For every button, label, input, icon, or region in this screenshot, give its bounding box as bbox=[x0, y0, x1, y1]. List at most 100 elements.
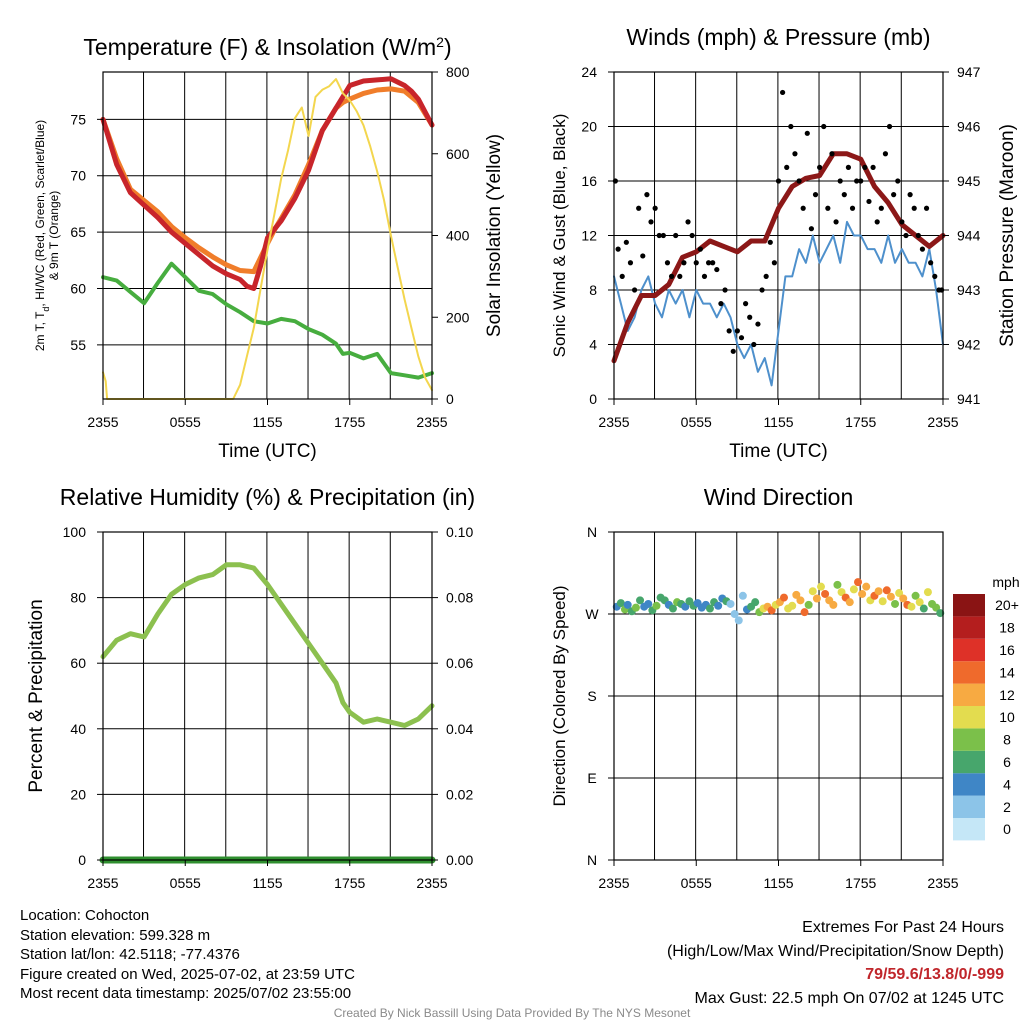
gust-point bbox=[866, 198, 872, 205]
direction-point bbox=[636, 596, 645, 605]
gust-point bbox=[833, 219, 839, 225]
direction-point bbox=[792, 590, 801, 599]
gust-point bbox=[767, 239, 773, 245]
gust-point bbox=[788, 123, 794, 130]
y-tick-label: E bbox=[587, 770, 596, 786]
gust-point bbox=[800, 205, 806, 211]
y2-tick-label: 400 bbox=[446, 228, 470, 244]
gust-point bbox=[673, 232, 679, 239]
direction-point bbox=[714, 601, 723, 610]
gust-point bbox=[722, 287, 728, 293]
legend-swatch bbox=[953, 683, 985, 706]
series-line-1 bbox=[611, 151, 946, 364]
y-tick-label: N bbox=[587, 524, 597, 540]
direction-point bbox=[800, 608, 809, 617]
direction-point bbox=[936, 609, 945, 618]
x-tick-label: 2355 bbox=[598, 414, 629, 430]
gust-point bbox=[623, 239, 629, 245]
gust-point bbox=[784, 164, 790, 170]
legend-swatch bbox=[953, 795, 985, 818]
panel-rh: 2355 0555 1155 1755 23550204060801000.000.02… bbox=[26, 484, 475, 891]
station-elevation: Station elevation: 599.328 m bbox=[20, 926, 211, 944]
direction-point bbox=[668, 604, 677, 613]
y2-tick-label: 947 bbox=[957, 64, 981, 80]
gust-point bbox=[821, 123, 827, 130]
gust-point bbox=[804, 130, 810, 136]
station-latlon: Station lat/lon: 42.5118; -77.4376 bbox=[20, 946, 240, 963]
x-tick-label: 1155 bbox=[763, 875, 793, 891]
gust-point bbox=[701, 273, 708, 279]
series-line-0 bbox=[613, 220, 944, 387]
gust-point bbox=[808, 226, 815, 232]
series-line-2 bbox=[101, 261, 434, 380]
direction-point bbox=[734, 616, 743, 625]
y-tick-label: 20 bbox=[70, 786, 86, 802]
direction-point bbox=[919, 604, 928, 613]
y-tick-label: 20 bbox=[581, 119, 597, 135]
gust-point bbox=[895, 178, 901, 184]
gust-point bbox=[903, 232, 909, 239]
direction-point bbox=[878, 597, 887, 606]
gust-point bbox=[870, 164, 876, 170]
gust-point bbox=[899, 219, 905, 225]
gust-point bbox=[738, 335, 745, 341]
direction-point bbox=[652, 601, 661, 610]
legend-label: 2 bbox=[1003, 799, 1011, 815]
y2-tick-label: 0.00 bbox=[446, 852, 473, 868]
legend-swatch bbox=[953, 616, 985, 639]
y-tick-label: 12 bbox=[581, 228, 597, 244]
x-tick-label: 0555 bbox=[170, 414, 201, 430]
gust-point bbox=[862, 164, 868, 170]
gust-point bbox=[734, 328, 740, 334]
legend-swatch bbox=[953, 594, 985, 617]
x-tick-label: 1155 bbox=[252, 414, 282, 430]
direction-point bbox=[788, 601, 797, 610]
chart-title: Relative Humidity (%) & Precipitation (i… bbox=[60, 484, 475, 510]
legend-label: 12 bbox=[999, 687, 1015, 703]
extremes-subtitle: (High/Low/Max Wind/Precipitation/Snow De… bbox=[666, 942, 1004, 960]
gust-point bbox=[631, 287, 638, 293]
y-tick-label: 55 bbox=[70, 337, 86, 353]
x-tick-label: 1755 bbox=[845, 414, 876, 430]
legend-swatch bbox=[953, 638, 985, 662]
legend-label: 6 bbox=[1003, 754, 1011, 770]
gust-point bbox=[627, 260, 634, 266]
x-tick-label: 1755 bbox=[845, 875, 876, 891]
y2-tick-label: 0.04 bbox=[446, 721, 473, 737]
direction-point bbox=[616, 599, 625, 608]
y2-tick-label: 945 bbox=[957, 173, 981, 189]
y2-tick-label: 0.02 bbox=[446, 786, 473, 802]
y-tick-label: 24 bbox=[581, 64, 597, 80]
direction-point bbox=[923, 588, 932, 597]
recent-timestamp: Most recent data timestamp: 2025/07/02 2… bbox=[20, 985, 352, 1002]
extremes-values: 79/59.6/13.8/0/-999 bbox=[865, 966, 1004, 983]
gust-point bbox=[730, 348, 736, 354]
gust-point bbox=[644, 192, 650, 198]
x-axis-label: Time (UTC) bbox=[729, 441, 828, 462]
y-tick-label: 80 bbox=[70, 590, 86, 606]
x-tick-label: 2355 bbox=[87, 875, 118, 891]
figure-created: Figure created on Wed, 2025-07-02, at 23… bbox=[20, 965, 355, 983]
chart-title: Wind Direction bbox=[704, 484, 854, 510]
y-tick-label: S bbox=[587, 688, 596, 704]
direction-point bbox=[891, 599, 900, 608]
y2-tick-label: 942 bbox=[957, 337, 981, 353]
gust-point bbox=[932, 273, 938, 279]
gust-point bbox=[841, 192, 847, 198]
direction-point bbox=[874, 587, 883, 596]
direction-point bbox=[812, 594, 821, 603]
gust-point bbox=[710, 260, 716, 266]
series-line-3 bbox=[102, 78, 433, 400]
direction-point bbox=[895, 589, 904, 598]
gust-point bbox=[874, 219, 880, 225]
gust-point bbox=[780, 89, 786, 96]
direction-point bbox=[899, 594, 908, 603]
gust-point bbox=[660, 232, 666, 239]
station-location: Location: Cohocton bbox=[20, 907, 150, 924]
gust-point bbox=[664, 260, 671, 266]
y-tick-label: 60 bbox=[70, 280, 86, 296]
y-axis-label: 2m T, Td, HI/WC (Red, Green, Scarlet/Blu… bbox=[33, 120, 51, 351]
legend-swatch bbox=[953, 750, 985, 774]
gust-point bbox=[648, 219, 654, 225]
